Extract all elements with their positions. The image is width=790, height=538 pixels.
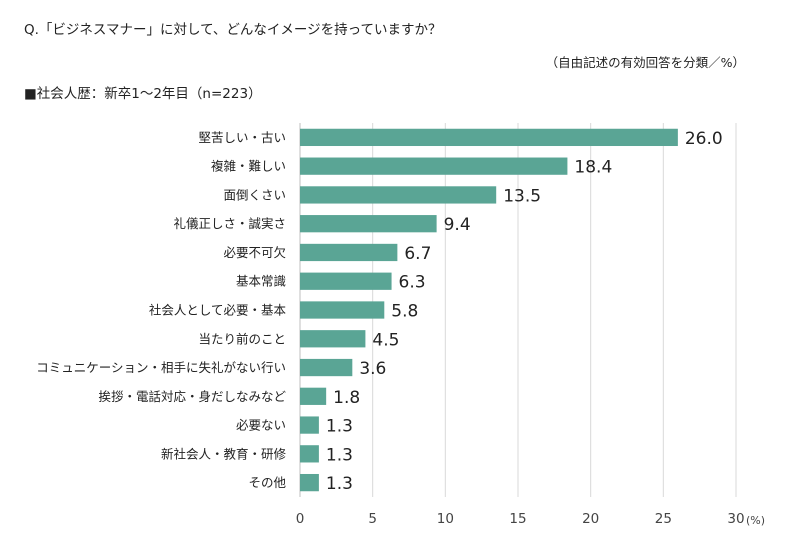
category-label: 堅苦しい・古い [198,130,286,145]
bar [300,301,385,319]
bar [300,128,678,147]
value-label: 1.8 [333,388,360,408]
x-tick-label: 15 [509,511,526,527]
category-label: 複雑・難しい [211,159,286,174]
value-label: 4.5 [372,330,399,350]
bar [300,387,327,405]
value-label: 6.3 [399,273,426,293]
question-text: Q.「ビジネスマナー」に対して、どんなイメージを持っていますか？ [24,22,442,38]
category-label: コミュニケーション・相手に失礼がない行い [36,360,286,375]
x-tick-label: 25 [655,511,672,527]
bar [300,330,366,348]
value-label: 13.5 [503,186,541,206]
category-label: その他 [248,475,286,490]
bar [300,445,319,463]
value-label: 26.0 [685,129,723,149]
value-label: 1.3 [326,417,353,437]
category-label: 面倒くさい [223,187,286,202]
x-tick-label: 10 [437,511,454,527]
answer-note: （自由記述の有効回答を分類／%） [545,55,745,70]
respondent-subtitle: ■社会人歴：新卒1～2年目（n=223） [24,86,262,102]
x-tick-label: 5 [368,511,377,527]
category-label: 当たり前のこと [198,331,286,346]
value-label: 1.3 [326,474,353,494]
value-label: 3.6 [359,359,386,379]
value-label: 6.7 [404,244,431,264]
bar [300,473,319,492]
bar [300,186,497,204]
category-label: 基本常識 [236,274,286,289]
value-label: 9.4 [444,215,471,235]
bar [300,416,319,434]
value-label: 18.4 [574,158,612,178]
category-label: 挨拶・電話対応・身だしなみなど [98,389,286,404]
bar [300,215,437,233]
x-unit-label: (%) [746,514,765,527]
value-label: 1.3 [326,445,353,465]
x-tick-label: 0 [296,511,305,527]
category-label: 必要不可欠 [223,245,286,260]
category-label: 礼儀正しさ・誠実さ [173,216,286,231]
bar [300,272,392,290]
x-tick-label: 30 [727,511,744,527]
x-tick-label: 20 [582,511,599,527]
category-label: 社会人として必要・基本 [149,303,287,318]
category-label: 新社会人・教育・研修 [161,446,287,461]
category-label: 必要ない [236,418,286,433]
bar [300,157,568,175]
bar [300,358,353,377]
bar [300,243,398,262]
value-label: 5.8 [391,302,418,322]
